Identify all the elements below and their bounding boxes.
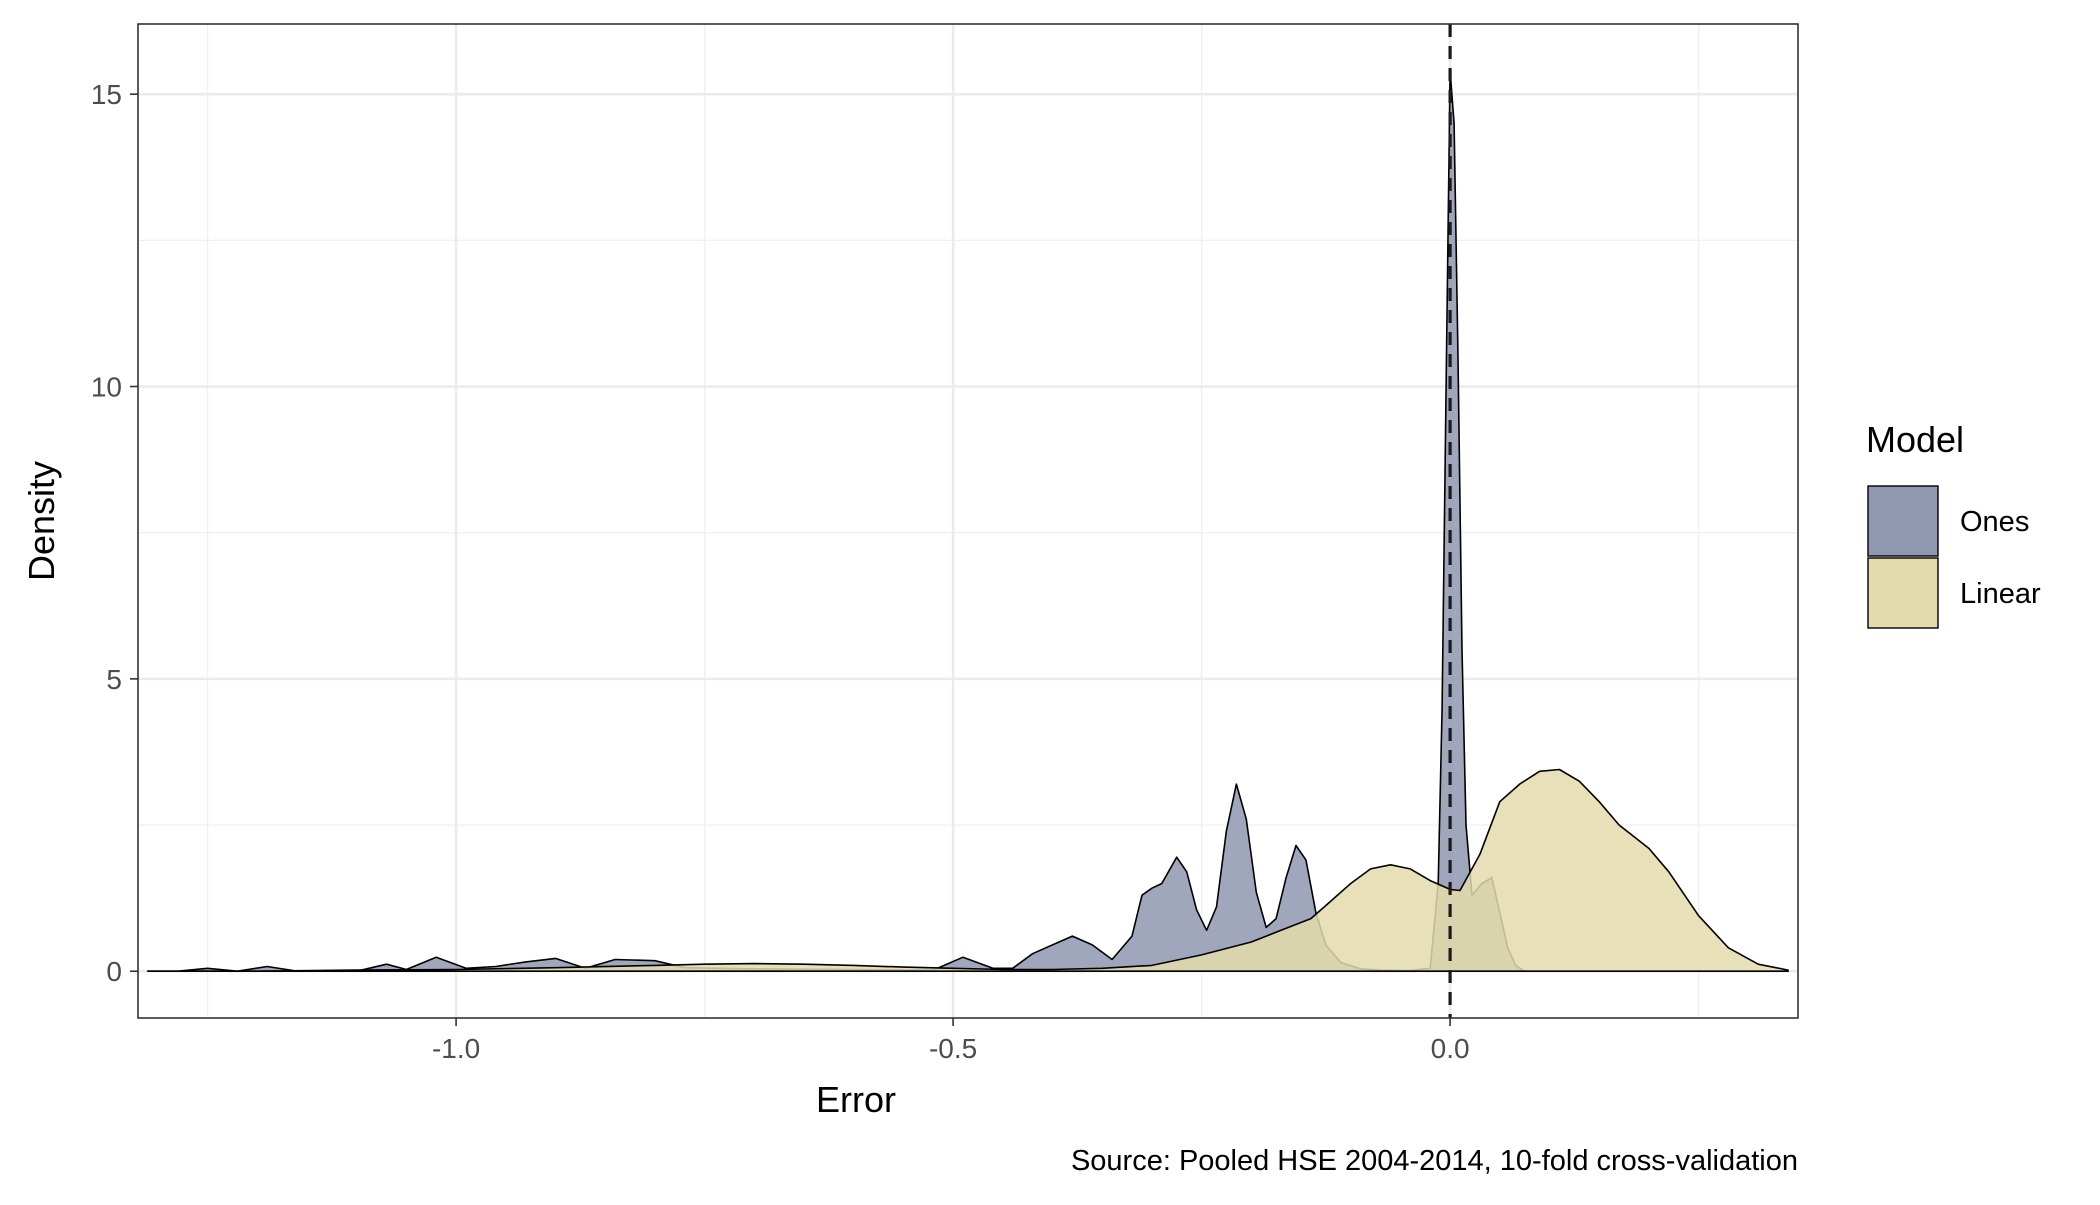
density-area-ones [147, 70, 1526, 972]
y-axis-title: Density [21, 461, 62, 581]
series-layer [147, 70, 1789, 972]
density-area-linear [147, 768, 1789, 972]
legend-label-linear: Linear [1960, 578, 2041, 610]
legend: Model Ones Linear [1866, 419, 2041, 629]
legend-label-ones: Ones [1960, 506, 2029, 538]
y-tick-label: 5 [106, 664, 122, 695]
y-tick-label: 15 [91, 79, 122, 110]
y-tick-label: 10 [91, 372, 122, 403]
x-tick-label: -0.5 [929, 1033, 977, 1064]
x-axis-title: Error [816, 1079, 896, 1120]
legend-title: Model [1866, 419, 1964, 460]
x-tick-label: -1.0 [432, 1033, 480, 1064]
legend-key-ones [1867, 485, 1939, 557]
caption: Source: Pooled HSE 2004-2014, 10-fold cr… [1071, 1145, 1798, 1177]
axis-layer: -1.0 -0.5 0.0 0 5 10 15 [91, 79, 1470, 1064]
x-tick-label: 0.0 [1431, 1033, 1470, 1064]
y-tick-label: 0 [106, 956, 122, 987]
panel-border [137, 23, 1799, 1019]
legend-key-linear [1867, 557, 1939, 629]
